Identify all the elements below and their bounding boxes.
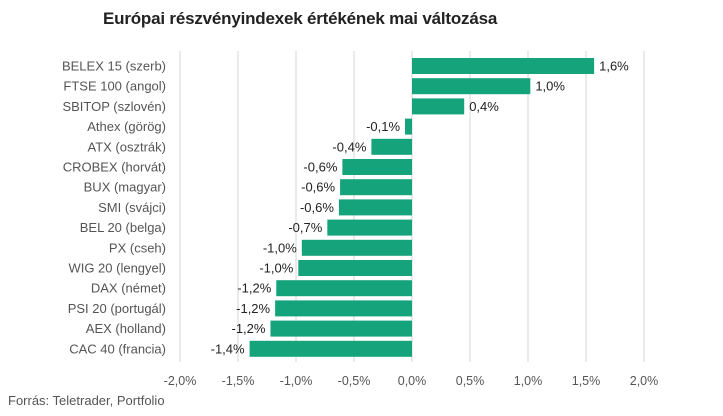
data-label: -1,0% (259, 261, 293, 276)
bar (412, 58, 595, 74)
category-label: CAC 40 (francia) (69, 341, 166, 356)
data-label: 0,4% (469, 99, 499, 114)
category-label: DAX (német) (91, 281, 166, 296)
data-label: -1,4% (211, 341, 245, 356)
data-label: -0,4% (332, 139, 366, 154)
category-label: FTSE 100 (angol) (63, 79, 166, 94)
bar (301, 239, 412, 256)
category-label: CROBEX (horvát) (63, 160, 166, 175)
bar (412, 98, 465, 115)
data-label: -1,0% (263, 240, 297, 255)
x-tick-label: 2,0% (630, 374, 659, 388)
bar (276, 280, 412, 297)
x-tick-label: 1,5% (572, 374, 601, 388)
data-label: -1,2% (236, 301, 270, 316)
bar (275, 300, 412, 317)
bar (340, 179, 412, 196)
bars (249, 58, 595, 357)
category-label: WIG 20 (lengyel) (68, 261, 166, 276)
category-label: PSI 20 (portugál) (68, 301, 166, 316)
bar (270, 320, 412, 337)
category-label: ATX (osztrák) (88, 139, 167, 154)
data-label: -0,6% (300, 200, 334, 215)
x-tick-label: -1,0% (280, 374, 313, 388)
category-label: SMI (svájci) (98, 200, 166, 215)
data-label: -0,1% (366, 119, 400, 134)
bar (249, 340, 412, 357)
category-label: PX (cseh) (109, 240, 166, 255)
source-note: Forrás: Teletrader, Portfolio (8, 393, 165, 408)
data-label: 1,0% (535, 79, 565, 94)
chart-title: Európai részvényindexek értékének mai vá… (103, 9, 498, 28)
labels: -2,0% -1,5% -1,0% -0,5% 0,0% 0,5% 1,0% 1,5% 2,0%… (62, 59, 658, 389)
data-label: 1,6% (599, 59, 629, 74)
category-label: BELEX 15 (szerb) (62, 59, 166, 74)
bar (412, 78, 531, 95)
bar (338, 199, 412, 216)
data-label: -0,7% (288, 220, 322, 235)
data-label: -1,2% (232, 321, 266, 336)
category-label: BEL 20 (belga) (80, 220, 166, 235)
x-tick-label: 0,5% (456, 374, 485, 388)
x-tick-label: -1,5% (222, 374, 255, 388)
category-label: SBITOP (szlovén) (62, 99, 166, 114)
x-tick-label: -0,5% (338, 374, 371, 388)
bar (371, 138, 412, 155)
bar (405, 118, 412, 135)
data-label: -0,6% (301, 180, 335, 195)
category-label: AEX (holland) (86, 321, 166, 336)
data-label: -0,6% (303, 160, 337, 175)
bar (327, 219, 412, 236)
bar (298, 260, 412, 276)
bar (342, 159, 412, 175)
category-label: Athex (görög) (87, 119, 166, 134)
x-tick-label: -2,0% (164, 374, 197, 388)
category-label: BUX (magyar) (84, 180, 166, 195)
x-tick-label: 1,0% (514, 374, 543, 388)
data-label: -1,2% (237, 281, 271, 296)
x-tick-label: 0,0% (398, 374, 427, 388)
